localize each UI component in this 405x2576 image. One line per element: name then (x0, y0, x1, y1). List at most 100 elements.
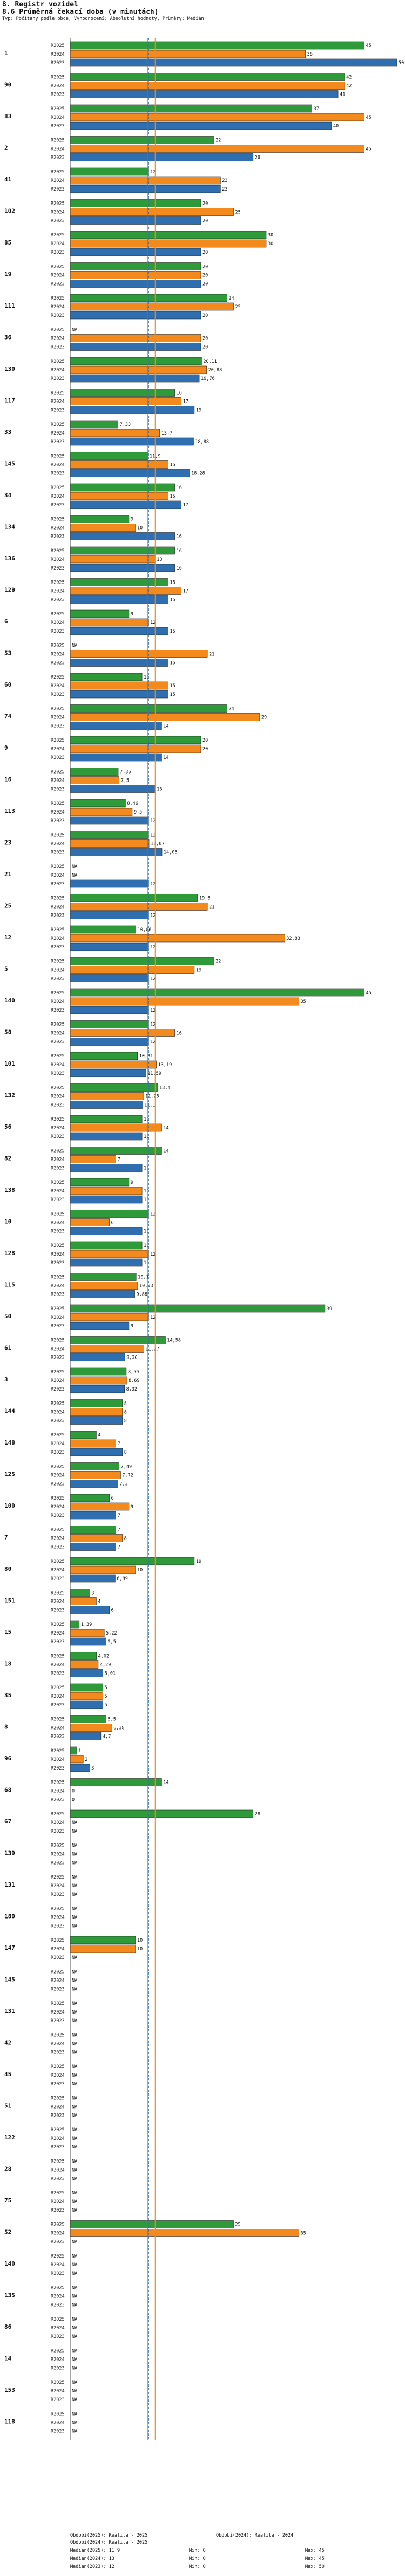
series-label: R2023 (51, 1197, 65, 1203)
value-label: 19 (196, 408, 201, 413)
value-label: NA (72, 873, 77, 878)
bar (70, 483, 175, 492)
series-label: R2024 (51, 1883, 65, 1889)
bar (70, 334, 201, 342)
group-label: 10 (4, 1218, 11, 1225)
bar (70, 1020, 149, 1028)
value-label: 11 (144, 1117, 149, 1122)
bar (70, 1543, 116, 1551)
bar (70, 966, 195, 974)
series-label: R2025 (51, 2191, 65, 2196)
series-label: R2023 (51, 1987, 65, 1992)
value-label: 11 (144, 1260, 149, 1266)
value-label: NA (72, 1915, 77, 1921)
value-label: 42 (346, 84, 352, 89)
series-label: R2023 (51, 566, 65, 571)
value-label: NA (72, 2042, 77, 2047)
bar (70, 1669, 103, 1677)
bar (70, 1060, 157, 1069)
value-label: 13,19 (158, 1062, 172, 1068)
value-label: 17 (183, 589, 188, 594)
value-label: 9,88 (137, 1292, 147, 1298)
bar (70, 1660, 99, 1669)
value-label: NA (72, 2199, 77, 2205)
footer-median-2023: Medián(2023): 12 (70, 2564, 114, 2570)
bar (70, 199, 201, 207)
group-label: 6 (4, 618, 8, 625)
bar (70, 1336, 166, 1344)
footer-median-2024: Medián(2024): 13 (70, 2556, 114, 2561)
bar (70, 1471, 121, 1479)
series-label: R2025 (51, 1685, 65, 1691)
group-label: 136 (4, 555, 15, 562)
series-label: R2024 (51, 2294, 65, 2300)
value-label: 1,39 (81, 1622, 92, 1628)
group-label: 134 (4, 524, 15, 531)
series-label: R2023 (51, 882, 65, 887)
bar (70, 1746, 77, 1755)
group-label: 147 (4, 1944, 15, 1951)
bar (70, 1178, 130, 1187)
value-label: 10,1 (138, 1275, 148, 1280)
group-label: 90 (4, 82, 11, 89)
series-label: R2025 (51, 1528, 65, 1533)
value-label: 7 (118, 1513, 120, 1519)
footer-median-2025: Medián(2025): 11,9 (70, 2548, 120, 2553)
series-label: R2025 (51, 1496, 65, 1501)
series-label: R2025 (51, 1338, 65, 1344)
series-label: R2023 (51, 1545, 65, 1550)
value-label: 8,69 (129, 1378, 139, 1384)
value-label: 8,36 (126, 1355, 137, 1361)
series-label: R2025 (51, 422, 65, 428)
series-label: R2024 (51, 210, 65, 215)
bar (70, 1321, 130, 1330)
report-title: 8. Registr vozidel (2, 1, 78, 9)
series-label: R2024 (51, 652, 65, 657)
series-label: R2025 (51, 1149, 65, 1154)
series-label: R2024 (51, 557, 65, 562)
bar (70, 911, 149, 919)
bar (70, 595, 168, 604)
bar (70, 167, 149, 176)
group-label: 138 (4, 1187, 15, 1194)
bar (70, 145, 364, 153)
bar (70, 1132, 143, 1141)
series-label: R2024 (51, 115, 65, 120)
group-label: 67 (4, 1818, 11, 1825)
value-label: 20 (202, 273, 208, 279)
series-label: R2025 (51, 1433, 65, 1438)
value-label: NA (72, 1892, 77, 1897)
value-label: NA (72, 2421, 77, 2426)
series-label: R2023 (51, 755, 65, 761)
value-label: NA (72, 2191, 77, 2196)
series-label: R2025 (51, 75, 65, 80)
series-label: R2023 (51, 1166, 65, 1171)
group-label: 52 (4, 2229, 11, 2236)
series-label: R2024 (51, 1789, 65, 1794)
value-label: 2 (85, 1757, 87, 1762)
value-label: 13,7 (161, 431, 172, 436)
group-label: 128 (4, 1250, 15, 1257)
series-label: R2023 (51, 1134, 65, 1140)
value-label: 15 (170, 692, 176, 697)
value-label: 20 (202, 201, 208, 207)
value-label: 20 (202, 282, 208, 287)
series-label: R2023 (51, 1734, 65, 1740)
bar (70, 776, 120, 784)
series-label: R2024 (51, 273, 65, 279)
value-label: 16 (177, 391, 182, 396)
value-label: 45 (366, 43, 372, 49)
series-label: R2025 (51, 1306, 65, 1312)
bar (70, 50, 306, 58)
bar (70, 1606, 110, 1614)
bar (70, 1115, 143, 1123)
series-label: R2023 (51, 503, 65, 508)
bar (70, 1439, 116, 1448)
group-label: 111 (4, 302, 15, 309)
series-label: R2023 (51, 2113, 65, 2119)
value-label: NA (72, 1970, 77, 1975)
value-label: 20 (202, 219, 208, 224)
bar (70, 808, 133, 816)
bar (70, 894, 198, 902)
value-label: NA (72, 1852, 77, 1858)
